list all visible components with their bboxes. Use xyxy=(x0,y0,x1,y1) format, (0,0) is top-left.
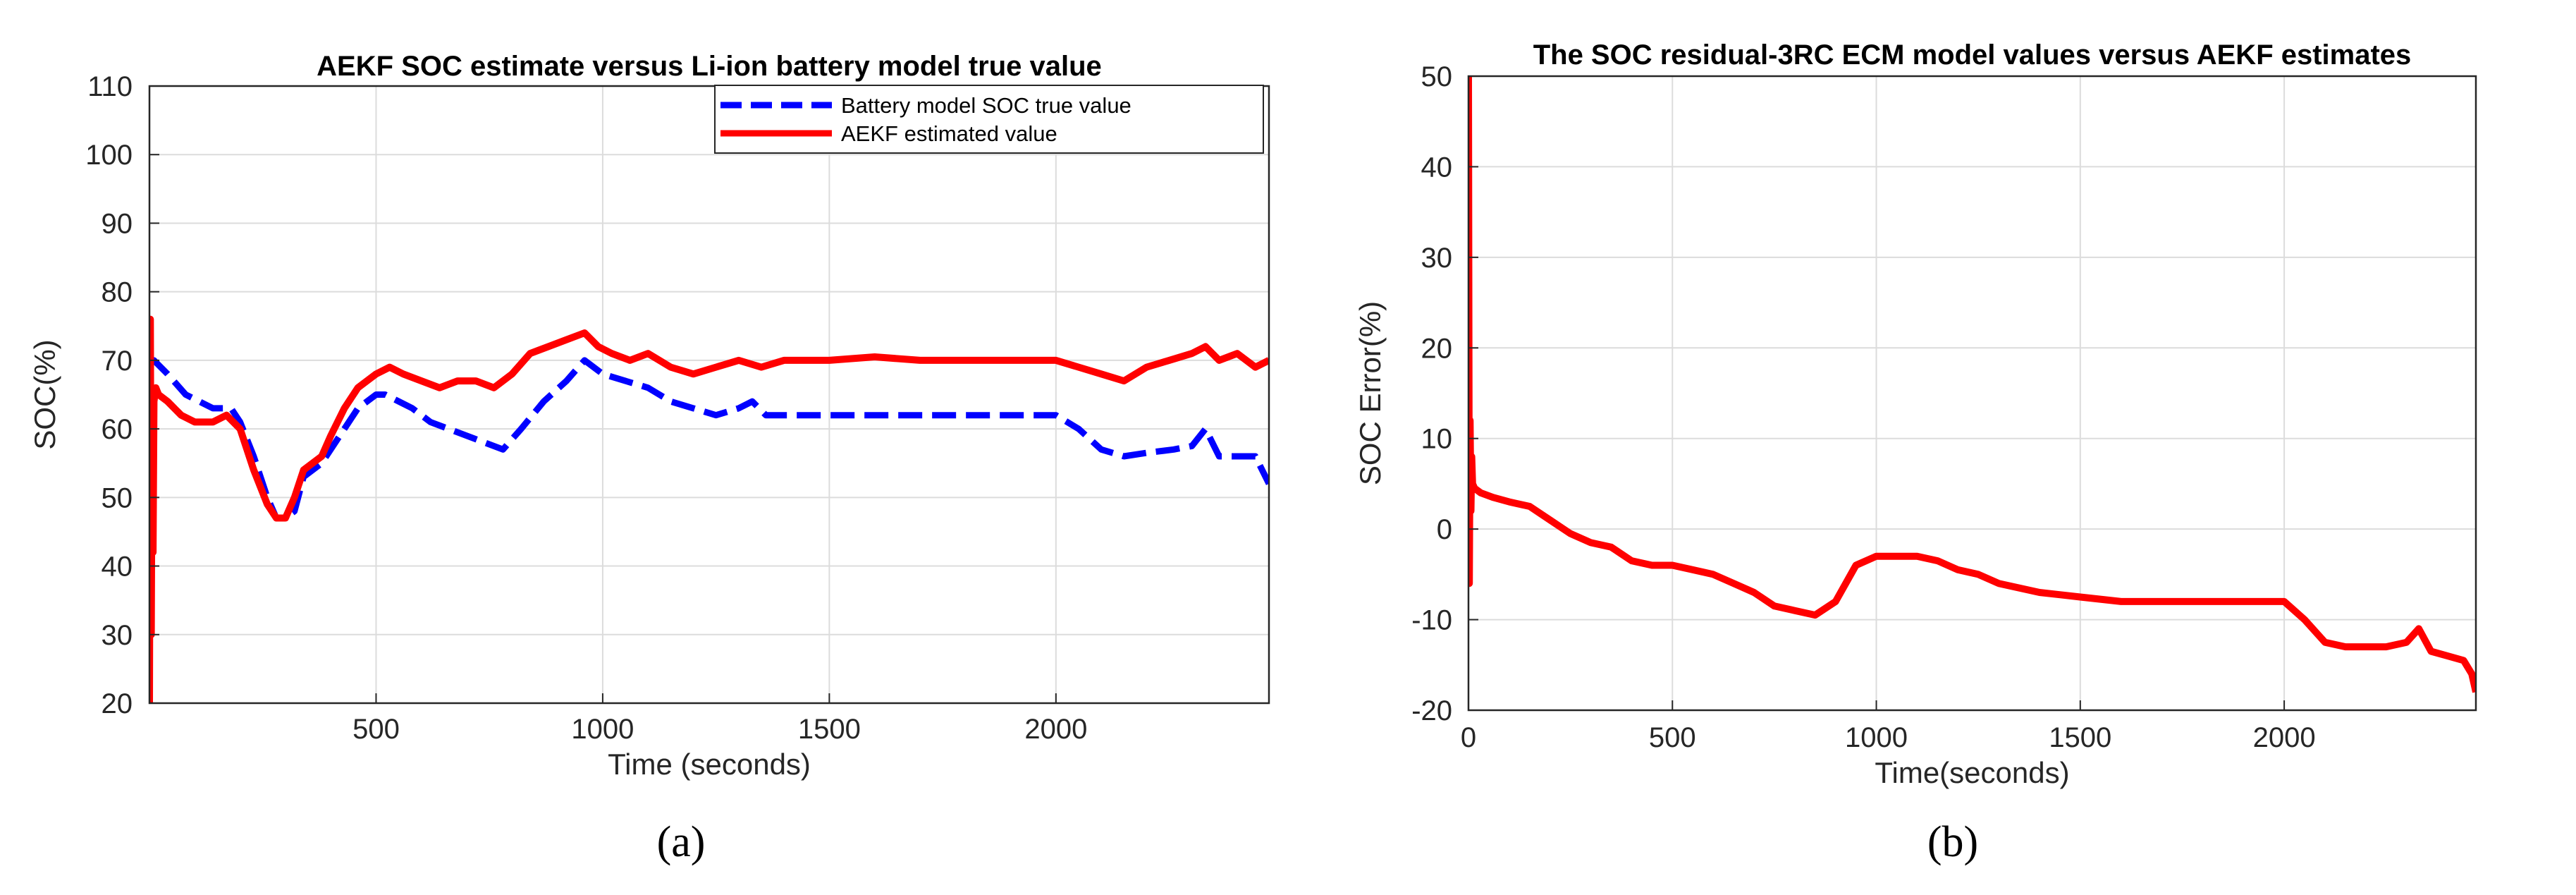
x-tick-label: 2000 xyxy=(1024,714,1087,745)
series-line-second xyxy=(149,315,1269,703)
panel-b-chart: The SOC residual-3RC ECM model values ve… xyxy=(1354,39,2477,789)
panel-a-x-axis-label: Time (seconds) xyxy=(608,748,811,781)
legend-label-true-value: Battery model SOC true value xyxy=(841,93,1131,118)
y-tick-label: 40 xyxy=(1421,152,1453,183)
x-tick-label: 1000 xyxy=(1845,722,1908,753)
y-tick-label: 10 xyxy=(1421,424,1453,455)
caption-a: (a) xyxy=(657,818,706,866)
y-tick-label: 40 xyxy=(102,552,133,583)
y-tick-label: 90 xyxy=(102,208,133,239)
legend-box xyxy=(714,85,1264,154)
panel-b-series xyxy=(1468,76,2476,693)
panel-b-title: The SOC residual-3RC ECM model values ve… xyxy=(1533,39,2412,71)
panel-b-x-axis-label: Time(seconds) xyxy=(1875,756,2069,789)
panel-b-grid xyxy=(1468,76,2476,710)
panel-a-title: AEKF SOC estimate versus Li-ion battery … xyxy=(317,51,1102,82)
y-tick-label: 30 xyxy=(1421,243,1453,274)
x-tick-label: 0 xyxy=(1461,722,1476,753)
panel-b-y-axis-label: SOC Error(%) xyxy=(1354,301,1387,485)
panel-a-legend: Battery model SOC true value AEKF estima… xyxy=(714,85,1264,154)
x-tick-label: 500 xyxy=(1649,722,1696,753)
y-tick-label: 30 xyxy=(102,620,133,651)
panel-a-grid xyxy=(149,86,1269,703)
x-tick-label: 1000 xyxy=(571,714,634,745)
panel-a-tick-labels: 500 1000 1500 2000 20 30 40 50 60 70 80 90 100 110 xyxy=(85,71,1087,745)
y-tick-label: 20 xyxy=(102,688,133,719)
panel-a-series xyxy=(149,315,1269,703)
x-tick-label: 2000 xyxy=(2253,722,2316,753)
x-tick-label: 1500 xyxy=(2049,722,2111,753)
y-tick-label: 100 xyxy=(85,140,133,171)
legend-label-aekf-estimate: AEKF estimated value xyxy=(841,121,1057,146)
y-tick-label: 110 xyxy=(87,71,133,102)
y-tick-label: 0 xyxy=(1437,514,1452,545)
panel-b-tick-labels: 0 500 1000 1500 2000 -20 -10 0 10 20 30 40 50 xyxy=(1411,61,2315,753)
y-tick-label: 70 xyxy=(102,346,133,377)
series-line-first xyxy=(1468,76,2476,693)
y-tick-label: 60 xyxy=(102,414,133,445)
x-tick-label: 1500 xyxy=(798,714,861,745)
panel-a-chart: AEKF SOC estimate versus Li-ion battery … xyxy=(28,51,1270,781)
panel-a-y-axis-label: SOC(%) xyxy=(28,339,61,449)
y-tick-label: 80 xyxy=(102,277,133,308)
panel-b-axes-frame xyxy=(1467,75,2477,712)
y-tick-label: 50 xyxy=(1421,61,1453,92)
panel-a-axes-frame xyxy=(148,85,1270,705)
caption-b: (b) xyxy=(1927,818,1978,866)
y-tick-label: -10 xyxy=(1411,605,1452,636)
series-line-first xyxy=(149,357,1269,521)
y-tick-label: 20 xyxy=(1421,333,1453,364)
y-tick-label: 50 xyxy=(102,482,133,513)
x-tick-label: 500 xyxy=(352,714,400,745)
y-tick-label: -20 xyxy=(1411,695,1452,726)
